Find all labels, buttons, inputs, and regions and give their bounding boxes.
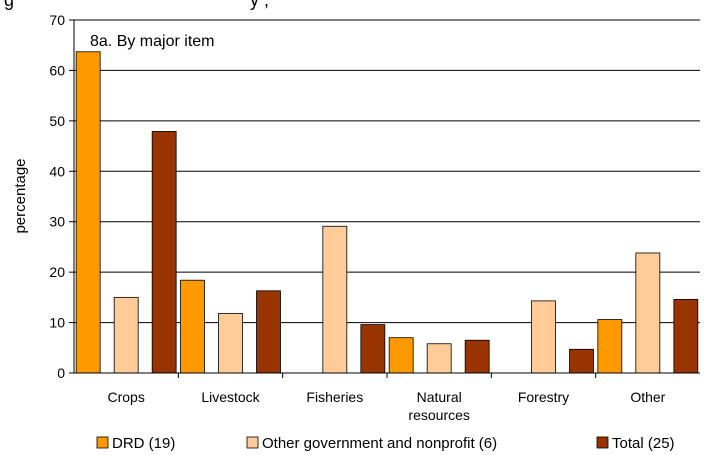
y-tick-label: 70 — [49, 12, 65, 28]
chart-annotation: 8a. By major item — [90, 33, 214, 50]
bar-2-3 — [322, 225, 348, 374]
bar-2-4 — [426, 343, 452, 374]
bar-1-2 — [180, 279, 205, 374]
bar-1-1 — [75, 51, 101, 374]
y-tick-label: 60 — [49, 62, 65, 78]
bar-2-1 — [113, 296, 139, 374]
y-tick-label: 20 — [49, 264, 65, 280]
legend-label-3: Total (25) — [612, 435, 675, 452]
x-tick-label: Other — [630, 389, 665, 405]
legend-label-2: Other government and nonprofit (6) — [262, 435, 497, 452]
bar-2-5 — [531, 300, 556, 374]
bars — [75, 51, 699, 374]
bar-3-2 — [256, 290, 281, 374]
chart-title-fragment-1: g — [4, 0, 14, 10]
chart-title-fragment: g y , — [4, 0, 269, 10]
x-tick-label: Forestry — [518, 389, 569, 405]
bar-2-6 — [635, 252, 661, 374]
y-axis-ticks: 0 10 20 30 40 50 60 70 — [49, 12, 74, 381]
x-tick-label: Fisheries — [306, 389, 363, 405]
x-tick-label: Crops — [107, 389, 144, 405]
y-tick-label: 40 — [49, 163, 65, 179]
y-tick-label: 10 — [49, 315, 65, 331]
legend-label-1: DRD (19) — [112, 435, 175, 452]
y-axis-label: percentage — [12, 158, 29, 233]
y-tick-label: 0 — [57, 365, 65, 381]
legend-swatch-2 — [246, 436, 259, 449]
bar-1-4 — [388, 337, 414, 374]
legend-swatch-1 — [96, 436, 109, 449]
legend: DRD (19) Other government and nonprofit (… — [96, 435, 675, 452]
x-tick-label: Natural — [417, 389, 462, 405]
x-tick-label: Livestock — [201, 389, 260, 405]
chart-title-fragment-2: y , — [250, 0, 269, 10]
bar-3-5 — [569, 348, 594, 374]
bar-3-3 — [360, 324, 386, 374]
gridlines — [74, 19, 700, 324]
bar-3-1 — [151, 131, 177, 374]
bar-2-2 — [218, 313, 243, 374]
legend-swatch-3 — [596, 436, 609, 449]
bar-3-6 — [673, 298, 699, 374]
x-tick-label: resources — [408, 407, 469, 423]
bar-1-6 — [597, 319, 623, 374]
x-axis-ticks: Crops Livestock Fisheries Natural resources F… — [107, 373, 666, 423]
y-tick-label: 30 — [49, 214, 65, 230]
axes — [73, 20, 700, 374]
y-tick-label: 50 — [49, 113, 65, 129]
bar-3-4 — [464, 339, 490, 374]
